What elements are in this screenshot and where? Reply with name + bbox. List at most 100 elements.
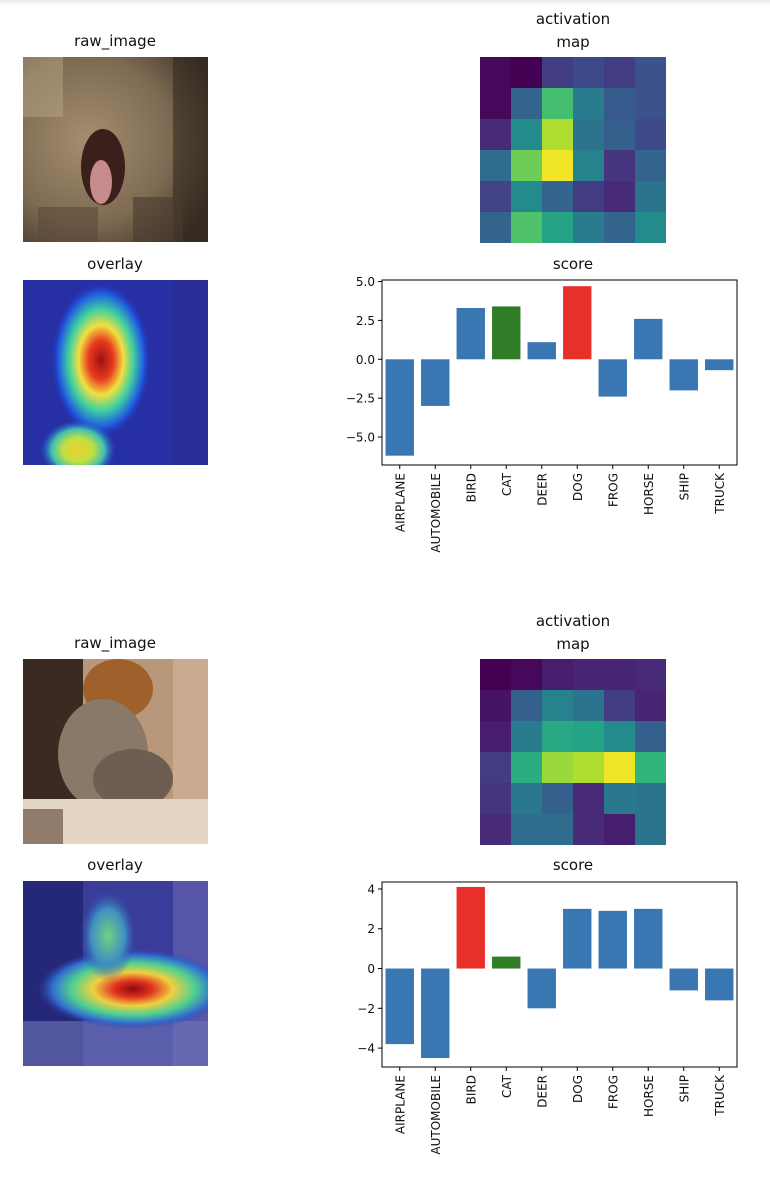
score-chart-2-xtick-label: HORSE <box>642 1075 656 1117</box>
score-chart-2-ytick-label: −4 <box>357 1042 375 1056</box>
score-chart-2-ytick-label: 2 <box>367 922 375 936</box>
activation-map-1-cell <box>511 212 543 243</box>
score-chart-title-2: score <box>552 856 594 874</box>
raw-image-2-picture <box>23 659 208 844</box>
activation-map-2 <box>480 659 666 845</box>
activation-map-2-cell <box>511 721 543 753</box>
activation-map-2-cell <box>604 721 636 753</box>
activation-map-1-cell <box>480 150 512 182</box>
activation-map-title-2-line1: activation <box>535 612 611 630</box>
score-chart-1-xtick-label: DOG <box>571 473 585 501</box>
activation-map-2-cell <box>480 659 512 691</box>
score-chart-title-1: score <box>552 255 594 273</box>
activation-map-2-cell <box>542 752 574 784</box>
score-chart-1-bar-deer <box>527 342 556 360</box>
activation-map-2-cell <box>542 690 574 722</box>
activation-map-2-cell <box>604 690 636 722</box>
score-chart-1-axes-frame <box>381 279 738 466</box>
score-chart-1-bar-automobile <box>421 359 450 406</box>
score-chart-2-bar-dog <box>563 908 592 969</box>
activation-map-2-cell <box>573 690 605 722</box>
activation-map-2-cell <box>604 783 636 815</box>
activation-map-1-cell <box>542 88 574 120</box>
activation-map-2-cell <box>511 814 543 845</box>
activation-map-1-cell <box>480 57 512 89</box>
score-chart-1-xtick-label: FROG <box>606 473 620 507</box>
score-chart-2-bar-truck <box>705 968 734 1001</box>
activation-map-1-cell <box>604 212 636 243</box>
score-chart-2-xtick-label: TRUCK <box>713 1074 727 1117</box>
score-chart-2-xtick-label: DEER <box>535 1075 549 1108</box>
activation-map-2-cell <box>635 690 666 722</box>
activation-map-1-cell <box>573 181 605 213</box>
activation-map-2-cell <box>511 690 543 722</box>
raw-image-1 <box>23 57 208 242</box>
activation-map-1-cell <box>511 150 543 182</box>
score-chart-1-xtick-label: HORSE <box>642 473 656 515</box>
activation-map-1-cell <box>635 57 666 89</box>
activation-map-1-cell <box>511 57 543 89</box>
score-chart-1-bar-truck <box>705 359 734 371</box>
activation-map-1-cell <box>542 119 574 151</box>
activation-map-1-cell <box>573 150 605 182</box>
score-chart-2-xtick-label: CAT <box>500 1074 514 1098</box>
score-chart-1-ytick-label: 0.0 <box>356 353 375 367</box>
score-chart-1-bar-bird <box>456 307 485 360</box>
activation-map-2-cell <box>573 721 605 753</box>
activation-map-2-cell <box>573 752 605 784</box>
activation-map-1-cell <box>542 150 574 182</box>
score-chart-2-xtick-label: SHIP <box>677 1075 691 1102</box>
activation-map-1-cell <box>635 119 666 151</box>
activation-map-2-cell <box>635 721 666 753</box>
score-chart-2-xtick-label: AIRPLANE <box>393 1075 407 1134</box>
raw-image-2 <box>23 659 208 844</box>
activation-map-1-cell <box>542 57 574 89</box>
activation-map-1-cell <box>604 150 636 182</box>
activation-map-2-cell <box>542 783 574 815</box>
activation-map-2-cell <box>542 814 574 845</box>
activation-map-2-cell <box>604 752 636 784</box>
score-chart-1-bar-cat <box>492 306 521 360</box>
activation-map-2-cell <box>542 721 574 753</box>
activation-map-2-cell <box>511 752 543 784</box>
activation-map-1-cell <box>511 119 543 151</box>
activation-map-2-cell <box>511 783 543 815</box>
overlay-image-1-picture <box>23 280 208 465</box>
activation-map-1 <box>480 57 666 243</box>
score-chart-1: 5.0 2.5 0.0 −2.5 −5.0 AIRPLANE AUTOMOBILE BIRD C… <box>346 275 738 553</box>
activation-map-title-line2: map <box>556 33 590 51</box>
score-chart-2-bar-bird <box>456 886 485 969</box>
activation-map-1-cell <box>604 119 636 151</box>
score-chart-2-bar-ship <box>669 968 698 991</box>
score-chart-2: 4 2 0 −2 −4 AIRPLANE AUTOMOBILE BIRD CAT DEER DOG F… <box>357 881 738 1155</box>
score-chart-1-xtick-label: DEER <box>535 473 549 506</box>
score-chart-1-ytick-label: 2.5 <box>356 314 375 328</box>
raw-image-1-picture <box>23 57 208 242</box>
overlay-image-2 <box>23 881 208 1066</box>
score-chart-2-ytick-label: −2 <box>357 1002 375 1016</box>
score-chart-1-bar-frog <box>598 359 627 397</box>
activation-map-1-cell <box>573 119 605 151</box>
score-chart-2-ytick-label: 0 <box>367 962 375 976</box>
activation-map-2-cell <box>480 752 512 784</box>
score-chart-1-xtick-label: AIRPLANE <box>393 473 407 532</box>
score-chart-1-xtick-label: CAT <box>500 472 514 496</box>
activation-map-1-cell <box>635 181 666 213</box>
score-chart-1-xtick-label: TRUCK <box>713 472 727 515</box>
activation-map-2-cell <box>573 659 605 691</box>
score-chart-2-bar-cat <box>492 956 521 969</box>
score-chart-1-ytick-label: −5.0 <box>346 431 375 445</box>
score-chart-1-bar-dog <box>563 286 592 360</box>
activation-map-2-cell <box>480 814 512 845</box>
activation-map-1-cell <box>480 181 512 213</box>
overlay-title: overlay <box>87 255 143 273</box>
overlay-image-2-picture <box>23 881 208 1066</box>
activation-map-1-cell <box>511 181 543 213</box>
activation-map-1-cell <box>635 150 666 182</box>
activation-map-2-cell <box>635 752 666 784</box>
score-chart-1-bar-horse <box>634 318 663 360</box>
activation-map-2-cell <box>573 814 605 845</box>
score-chart-1-bar-ship <box>669 359 698 391</box>
activation-map-2-cell <box>573 783 605 815</box>
activation-map-1-cell <box>542 181 574 213</box>
